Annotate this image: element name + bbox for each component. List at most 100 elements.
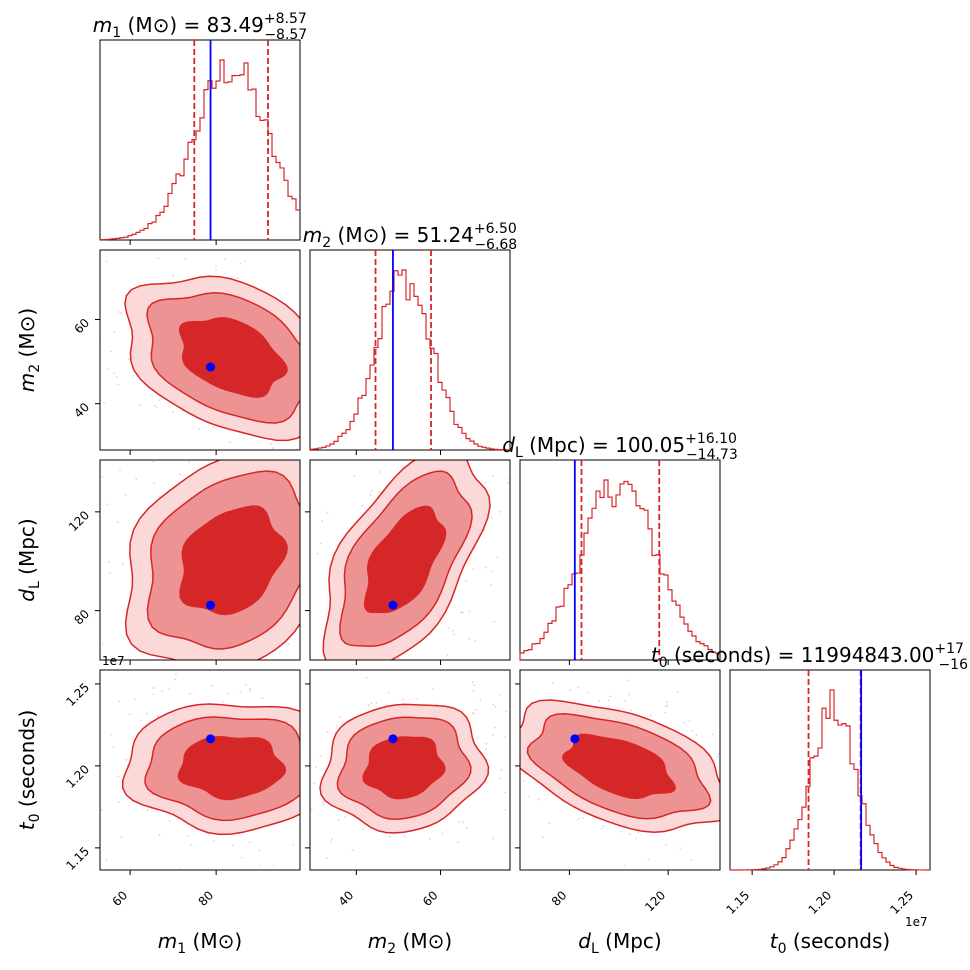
sample-point bbox=[434, 421, 436, 423]
y-tick-label: 120 bbox=[66, 508, 92, 534]
sample-point bbox=[304, 752, 306, 754]
sample-point bbox=[87, 764, 89, 766]
sample-point bbox=[302, 570, 304, 572]
sample-point bbox=[242, 882, 244, 884]
sample-point bbox=[180, 451, 182, 453]
sample-point bbox=[520, 517, 522, 519]
sample-point bbox=[119, 468, 121, 471]
sample-point bbox=[258, 864, 261, 867]
sample-point bbox=[496, 556, 499, 559]
sample-point bbox=[121, 563, 124, 566]
sample-point bbox=[507, 800, 509, 802]
sample-point bbox=[322, 803, 325, 806]
sample-point bbox=[219, 664, 221, 666]
sample-point bbox=[315, 759, 317, 761]
sample-point bbox=[375, 702, 378, 704]
sample-point bbox=[322, 737, 324, 739]
sample-point bbox=[16, 689, 18, 691]
sample-point bbox=[732, 848, 734, 850]
histogram-step bbox=[519, 479, 720, 660]
sample-point bbox=[326, 511, 329, 514]
sample-point bbox=[248, 841, 251, 843]
x-tick-label: 80 bbox=[196, 888, 217, 909]
sample-point bbox=[315, 417, 317, 419]
sample-point bbox=[471, 568, 474, 571]
sample-point bbox=[304, 375, 306, 377]
sample-point bbox=[189, 692, 191, 695]
sample-point bbox=[188, 460, 191, 463]
sample-point bbox=[76, 400, 78, 402]
sample-point bbox=[352, 339, 354, 341]
sample-point bbox=[325, 685, 327, 687]
sample-point bbox=[321, 346, 323, 348]
sample-point bbox=[323, 587, 325, 589]
sample-point bbox=[271, 893, 273, 895]
sample-point bbox=[337, 818, 340, 821]
sample-point bbox=[215, 264, 217, 267]
sample-point bbox=[158, 399, 161, 401]
sample-point bbox=[378, 491, 381, 494]
sample-point bbox=[118, 311, 120, 313]
sample-point bbox=[182, 874, 184, 876]
sample-point bbox=[396, 299, 398, 301]
sample-point bbox=[182, 410, 184, 413]
sample-point bbox=[50, 687, 52, 689]
sample-point bbox=[321, 435, 323, 437]
sample-point bbox=[516, 779, 518, 781]
sample-point bbox=[467, 707, 469, 709]
sample-point bbox=[362, 828, 365, 831]
sample-point bbox=[321, 381, 323, 383]
sample-point bbox=[800, 839, 802, 841]
sample-point bbox=[466, 827, 468, 830]
sample-point bbox=[288, 451, 290, 453]
sample-point bbox=[432, 687, 435, 690]
sample-point bbox=[491, 474, 494, 477]
sample-point bbox=[458, 821, 460, 823]
sample-point bbox=[276, 653, 278, 655]
sample-point bbox=[367, 704, 370, 707]
sample-point bbox=[322, 579, 324, 581]
sample-point bbox=[154, 662, 156, 664]
sample-point bbox=[303, 493, 305, 495]
sample-point bbox=[179, 199, 181, 201]
sample-point bbox=[353, 303, 355, 305]
sample-point bbox=[493, 620, 496, 623]
sample-point bbox=[635, 837, 637, 839]
panel-frame bbox=[99, 669, 301, 871]
sample-point bbox=[337, 672, 339, 674]
sample-point bbox=[857, 840, 859, 842]
sample-point bbox=[119, 736, 121, 738]
sample-point bbox=[303, 748, 305, 750]
sample-point bbox=[773, 804, 775, 806]
sample-point bbox=[69, 752, 71, 754]
sample-point bbox=[665, 700, 668, 703]
sample-point bbox=[628, 833, 631, 836]
sample-point bbox=[76, 707, 78, 709]
offset-label: 1e7 bbox=[905, 915, 928, 929]
sample-point bbox=[329, 718, 331, 720]
sample-point bbox=[724, 832, 726, 834]
sample-point bbox=[319, 334, 321, 336]
sample-point bbox=[757, 777, 759, 779]
histogram-step bbox=[99, 59, 300, 241]
sample-point bbox=[155, 405, 158, 408]
sample-point bbox=[370, 490, 373, 492]
sample-point bbox=[240, 442, 242, 444]
sample-point bbox=[68, 335, 70, 337]
sample-point bbox=[423, 647, 425, 649]
hist-panel-0 bbox=[99, 39, 301, 241]
sample-point bbox=[358, 460, 360, 462]
sample-point bbox=[318, 398, 320, 400]
sample-point bbox=[193, 919, 195, 921]
sample-point bbox=[688, 720, 691, 723]
sample-point bbox=[397, 433, 399, 435]
panel-2d-1-0 bbox=[68, 199, 398, 495]
y-tick-label: 1.15 bbox=[63, 844, 92, 873]
sample-point bbox=[500, 769, 503, 772]
sample-point bbox=[73, 745, 75, 747]
sample-point bbox=[536, 405, 538, 407]
sample-point bbox=[733, 772, 735, 774]
density-plot bbox=[68, 199, 398, 495]
sample-point bbox=[212, 426, 215, 428]
sample-point bbox=[725, 804, 727, 806]
